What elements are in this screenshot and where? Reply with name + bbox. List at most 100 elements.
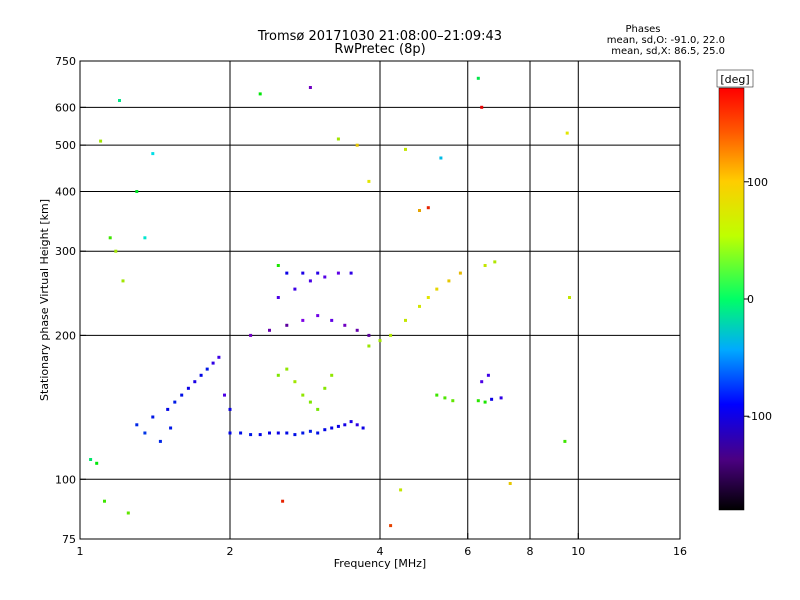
data-point: [301, 271, 305, 275]
y-tick-label: 400: [55, 185, 76, 198]
y-tick-label: 200: [55, 329, 76, 342]
colorbar-tick-label: -100: [747, 410, 772, 423]
title-block: Tromsø 20171030 21:08:00–21:09:43 RwPret…: [257, 29, 502, 57]
data-point: [121, 279, 125, 283]
data-point: [268, 431, 271, 435]
data-point: [268, 328, 271, 332]
x-axis-label: Frequency [MHz]: [334, 557, 426, 570]
data-point: [186, 386, 190, 390]
x-tick-label: 10: [571, 545, 585, 558]
colorbar-tick-label: 0: [747, 293, 754, 306]
data-point: [323, 428, 327, 432]
data-point: [285, 367, 289, 371]
data-point: [151, 415, 155, 419]
y-tick-label: 300: [55, 245, 76, 258]
phase-info-heading: Phases: [625, 24, 660, 35]
data-point: [239, 431, 243, 435]
data-point: [308, 429, 312, 433]
data-point: [135, 423, 139, 427]
data-point: [135, 190, 139, 193]
data-point: [426, 206, 430, 210]
data-point: [89, 458, 93, 461]
data-point: [490, 397, 494, 401]
y-axis: 75 100 200 300 400 500 600 750: [55, 55, 86, 546]
data-point: [568, 296, 571, 299]
data-point: [95, 461, 99, 465]
data-point: [349, 420, 353, 424]
phase-info-x-mode: mean, sd,X: 86.5, 25.0: [611, 46, 725, 57]
data-point: [308, 86, 312, 89]
data-point: [228, 407, 232, 411]
data-point: [103, 499, 106, 503]
data-point: [114, 249, 118, 253]
chart-subtitle: RwPretec (8p): [334, 42, 425, 57]
data-point: [301, 431, 305, 435]
y-tick-label: 75: [62, 533, 76, 546]
data-points: [89, 76, 571, 528]
y-tick-label: 750: [55, 55, 76, 68]
data-point: [308, 279, 312, 283]
data-point: [258, 92, 262, 96]
data-point: [108, 236, 112, 240]
data-point: [336, 137, 340, 141]
data-point: [418, 304, 421, 308]
data-point: [316, 271, 320, 275]
y-axis-label: Stationary phase Virtual Height [km]: [38, 199, 51, 401]
chart-title: Tromsø 20171030 21:08:00–21:09:43: [257, 29, 502, 44]
data-point: [166, 407, 170, 411]
data-point: [293, 433, 297, 437]
data-point: [389, 333, 393, 337]
x-tick-label: 6: [464, 545, 471, 558]
data-point: [476, 76, 480, 80]
data-point: [361, 426, 365, 430]
data-point: [173, 400, 177, 404]
data-point: [151, 152, 155, 156]
data-point: [330, 373, 334, 377]
data-point: [389, 524, 393, 528]
data-point: [217, 355, 221, 359]
data-point: [435, 393, 439, 397]
data-point: [476, 399, 480, 403]
data-point: [367, 344, 371, 348]
data-point: [193, 380, 197, 384]
data-point: [99, 139, 103, 143]
data-point: [330, 426, 334, 430]
data-point: [276, 431, 280, 435]
data-point: [330, 318, 334, 322]
data-point: [199, 373, 203, 377]
data-point: [367, 179, 371, 183]
data-point: [563, 439, 567, 443]
data-point: [249, 333, 253, 337]
data-point: [143, 431, 147, 435]
data-point: [285, 431, 289, 435]
data-point: [180, 393, 184, 397]
data-point: [293, 287, 297, 291]
data-point: [565, 131, 569, 135]
data-point: [355, 143, 359, 147]
y-tick-label: 500: [55, 139, 76, 152]
data-point: [443, 396, 447, 400]
data-point: [126, 511, 130, 515]
data-point: [276, 296, 280, 299]
data-point: [223, 393, 226, 397]
data-point: [276, 373, 280, 377]
data-point: [323, 275, 327, 279]
data-point: [285, 323, 289, 327]
data-point: [499, 396, 503, 400]
data-point: [205, 367, 209, 371]
data-point: [367, 333, 371, 337]
x-tick-label: 4: [377, 545, 384, 558]
data-point: [355, 423, 359, 427]
data-point: [418, 209, 421, 212]
colorbar-label-frame: [716, 69, 754, 88]
data-point: [480, 380, 484, 384]
data-point: [439, 156, 443, 160]
data-point: [426, 296, 430, 299]
data-point: [308, 400, 312, 404]
data-point: [480, 105, 484, 109]
data-point: [355, 328, 359, 332]
data-point: [378, 339, 382, 343]
data-point: [343, 423, 347, 427]
y-tick-label: 600: [55, 101, 76, 114]
x-tick-label: 1: [77, 545, 84, 558]
